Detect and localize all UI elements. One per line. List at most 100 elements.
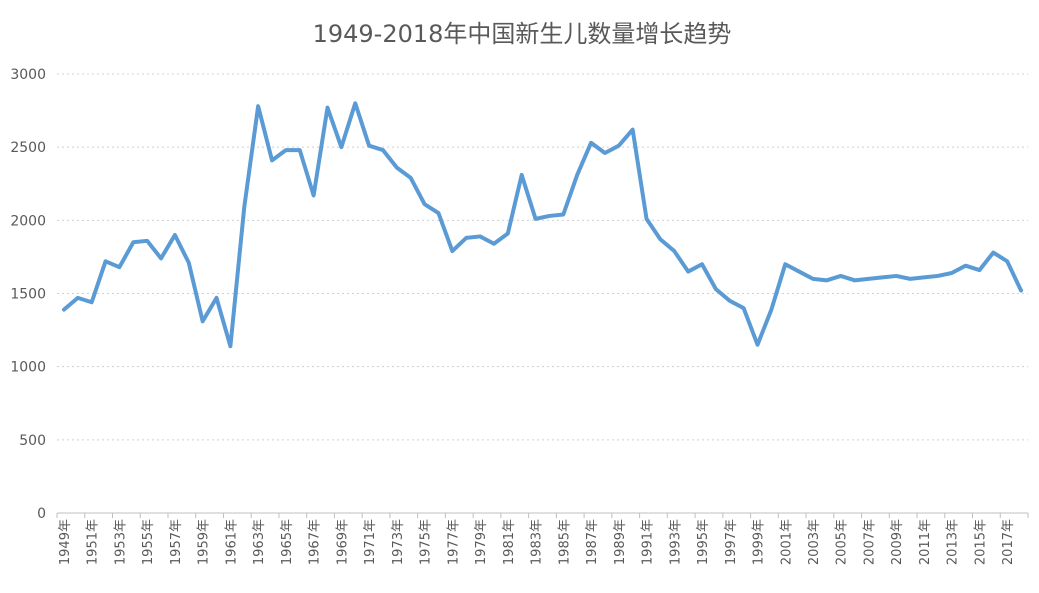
data-point	[672, 249, 676, 253]
x-tick-label: 1961年	[224, 519, 239, 565]
data-point	[991, 251, 995, 255]
x-tick-label: 1977年	[446, 519, 461, 565]
data-point	[312, 193, 316, 197]
data-point	[534, 217, 538, 221]
data-point	[825, 278, 829, 282]
x-tick-label: 1983年	[530, 519, 545, 565]
x-tick-label: 1973年	[391, 519, 406, 565]
data-point	[894, 274, 898, 278]
data-point	[436, 211, 440, 215]
data-point	[1005, 259, 1009, 263]
y-tick-label: 3000	[10, 67, 46, 83]
data-point	[866, 277, 870, 281]
x-tick-label: 1985年	[557, 519, 572, 565]
data-point	[423, 202, 427, 206]
x-tick-label: 2017年	[1001, 519, 1016, 565]
data-point	[242, 205, 246, 209]
data-point	[561, 212, 565, 216]
x-tick-label: 1949年	[58, 519, 73, 565]
x-tick-label: 1951年	[86, 519, 101, 565]
data-point	[1019, 289, 1023, 293]
y-axis-tick-labels: 0 500 1000 1500 2000 2500 3000	[10, 67, 46, 522]
data-point	[797, 270, 801, 274]
x-axis-tick-labels: 1949年 1951年 1953年 1955年 1957年 1959年 1961年 1963年…	[58, 519, 1016, 565]
x-tick-label: 1959年	[197, 519, 212, 565]
data-point	[256, 104, 260, 108]
y-tick-label: 500	[19, 433, 46, 449]
data-point	[908, 277, 912, 281]
data-point	[575, 173, 579, 177]
x-axis	[56, 512, 1029, 518]
data-point	[298, 148, 302, 152]
data-point	[756, 343, 760, 347]
data-point	[728, 299, 732, 303]
data-point	[617, 144, 621, 148]
data-point	[215, 296, 219, 300]
data-point	[950, 271, 954, 275]
data-point	[964, 264, 968, 268]
data-point	[201, 319, 205, 323]
data-point	[325, 106, 329, 110]
data-point	[839, 274, 843, 278]
data-point	[700, 262, 704, 266]
data-point	[589, 141, 593, 145]
series-line-0	[61, 101, 1024, 349]
data-point	[783, 262, 787, 266]
chart-title: 1949-2018年中国新生儿数量增长趋势	[313, 20, 732, 48]
x-tick-label: 2011年	[918, 519, 933, 565]
x-tick-label: 2003年	[807, 519, 822, 565]
data-point	[339, 145, 343, 149]
data-point	[492, 242, 496, 246]
x-tick-label: 1995年	[696, 519, 711, 565]
x-tick-label: 1997年	[724, 519, 739, 565]
x-tick-label: 1989年	[613, 519, 628, 565]
data-point	[159, 256, 163, 260]
data-point	[117, 265, 121, 269]
x-tick-label: 1987年	[585, 519, 600, 565]
data-point	[367, 144, 371, 148]
data-point	[478, 234, 482, 238]
x-tick-label: 1971年	[363, 519, 378, 565]
data-point	[603, 151, 607, 155]
data-point	[187, 261, 191, 265]
data-point	[104, 259, 108, 263]
data-point	[631, 128, 635, 132]
data-point	[658, 237, 662, 241]
x-tick-label: 2015年	[973, 519, 988, 565]
data-point	[686, 270, 690, 274]
data-point	[853, 278, 857, 282]
y-tick-label: 1000	[10, 360, 46, 376]
data-point	[520, 173, 524, 177]
data-point	[173, 233, 177, 237]
series-layer	[61, 101, 1024, 349]
data-point	[76, 296, 80, 300]
x-tick-label: 2007年	[862, 519, 877, 565]
data-point	[769, 308, 773, 312]
data-point	[381, 148, 385, 152]
x-tick-label: 1955年	[141, 519, 156, 565]
data-point	[742, 306, 746, 310]
x-tick-label: 1981年	[502, 519, 517, 565]
data-point	[922, 275, 926, 279]
data-point	[714, 287, 718, 291]
x-tick-label: 1963年	[252, 519, 267, 565]
data-point	[936, 274, 940, 278]
data-point	[811, 277, 815, 281]
data-point	[284, 148, 288, 152]
data-point	[645, 217, 649, 221]
data-point	[395, 166, 399, 170]
y-tick-label: 0	[37, 506, 46, 522]
x-tick-label: 2005年	[835, 519, 850, 565]
data-point	[450, 249, 454, 253]
x-tick-label: 2009年	[890, 519, 905, 565]
x-tick-label: 1993年	[668, 519, 683, 565]
x-tick-label: 1953年	[113, 519, 128, 565]
x-tick-label: 1975年	[419, 519, 434, 565]
x-tick-label: 2001年	[779, 519, 794, 565]
data-point	[90, 300, 94, 304]
data-point	[547, 214, 551, 218]
y-tick-label: 2000	[10, 213, 46, 229]
data-point	[409, 176, 413, 180]
data-point	[506, 232, 510, 236]
